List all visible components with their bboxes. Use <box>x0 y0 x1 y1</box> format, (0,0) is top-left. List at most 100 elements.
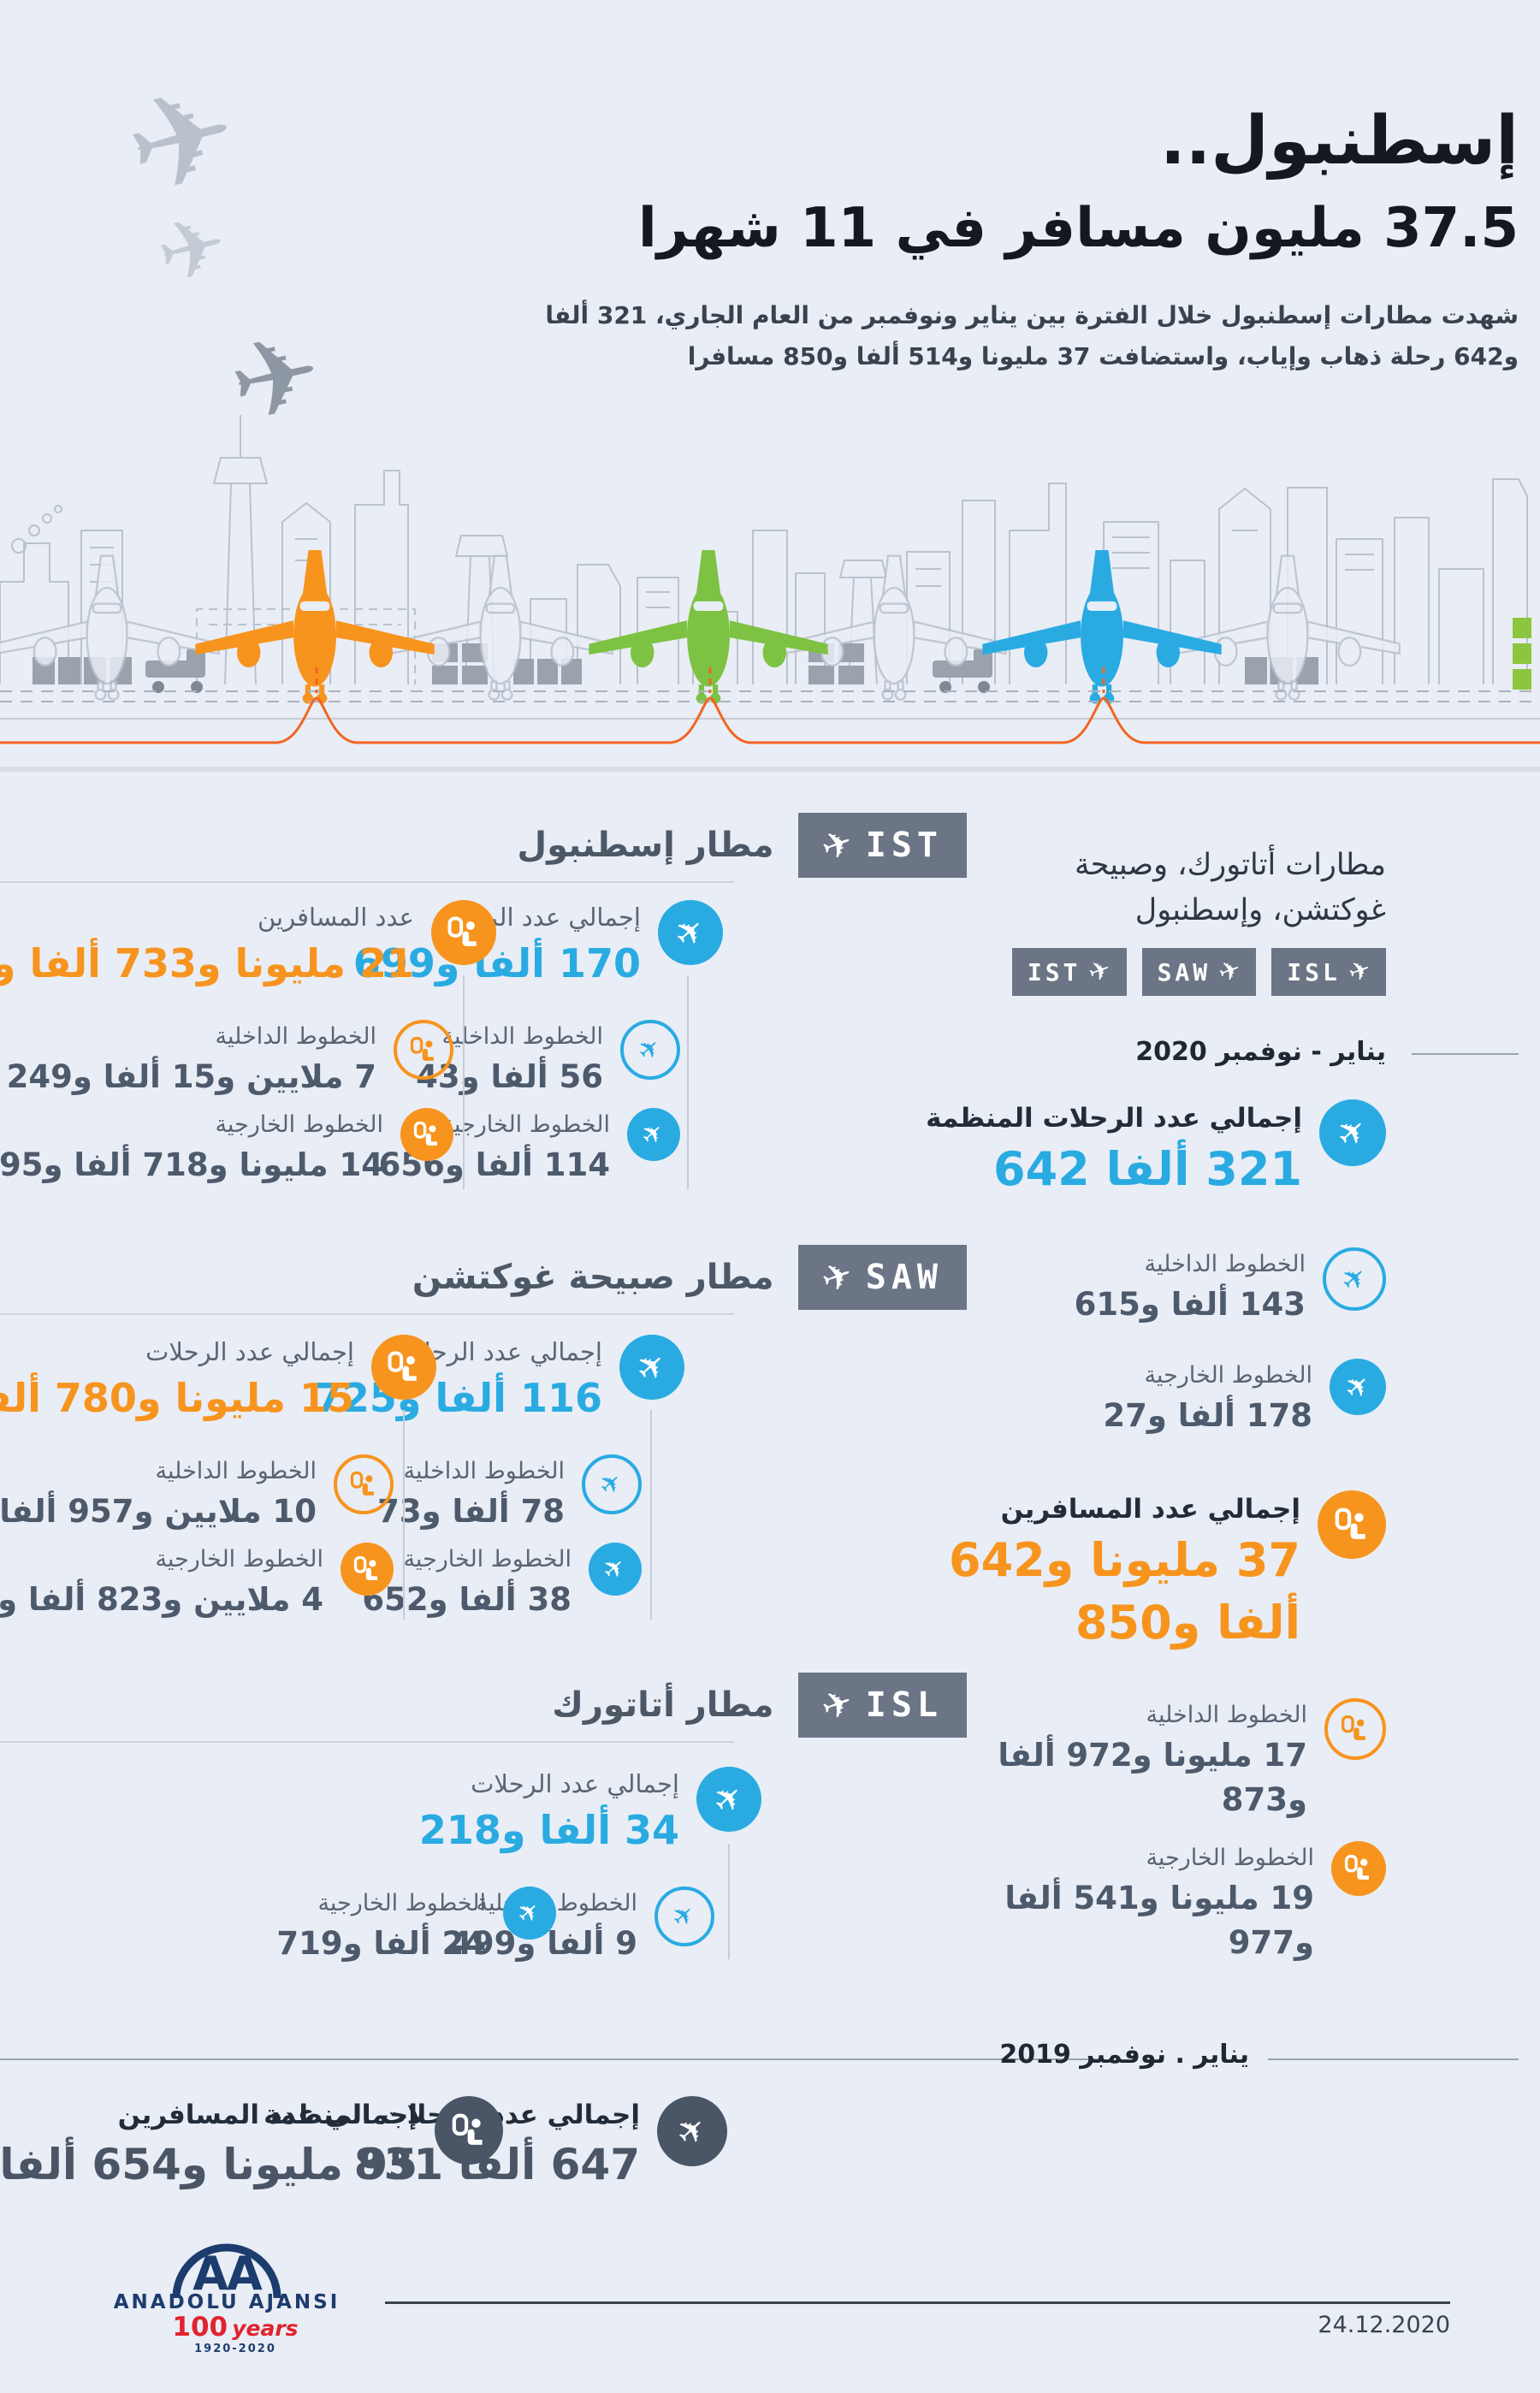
stat-value: 21 مليونا و733 ألفا و944 <box>0 939 414 986</box>
saw-flights-international: ✈ الخطوط الخارجية 38 ألفا و652 <box>362 1543 642 1619</box>
plane-circle-icon: ✈ <box>620 1020 680 1080</box>
passenger-circle-icon <box>1318 1490 1386 1559</box>
cargo-stack <box>1513 618 1531 690</box>
section-header-isl: ISL ✈ مطار أتاتورك <box>552 1673 967 1738</box>
airport-code: SAW <box>1157 957 1211 986</box>
section-header-ist: IST ✈ مطار إسطنبول <box>517 813 967 878</box>
ist-passengers-international: الخطوط الخارجية 14 مليونا و718 ألفا و695 <box>0 1108 453 1184</box>
stat-value: 78 ألفا و73 <box>377 1493 565 1531</box>
plane-icon: ✈ <box>596 1550 633 1588</box>
stat-label: عدد المسافرين <box>257 903 414 932</box>
plane-icon: ✈ <box>635 1116 672 1153</box>
isl-flights-international: ✈ الخطوط الخارجية 24 ألفا و719 <box>276 1887 556 1963</box>
stat-label: الخطوط الداخلية <box>155 1458 317 1484</box>
stat-value-line1: 17 مليونا و972 ألفا <box>998 1737 1307 1774</box>
stat-label: الخطوط الخارجية <box>215 1111 383 1138</box>
airport-code-badge-saw: SAW ✈ <box>797 1245 967 1310</box>
years-word: years <box>232 2316 299 2341</box>
stat-label: الخطوط الداخلية <box>476 1890 637 1916</box>
section-header-saw: SAW ✈ مطار صبيحة غوكتشن <box>412 1245 967 1310</box>
stat-label: الخطوط الداخلية <box>215 1023 376 1050</box>
centennial-logo: 100 years <box>128 2312 342 2343</box>
airport-code-badge-ist: IST ✈ <box>797 813 967 878</box>
aa-logo-arc <box>172 2243 281 2299</box>
summary-flights-international: ✈ الخطوط الخارجية 178 ألفا و27 <box>1103 1359 1386 1435</box>
airport-code-badge-isl: ISL ✈ <box>797 1673 967 1738</box>
airport-code: ISL <box>1287 957 1341 986</box>
stat-value: 321 ألفا 642 <box>993 1142 1302 1197</box>
connector-line <box>687 975 689 1189</box>
airport-code: ISL <box>865 1685 943 1725</box>
plane-circle-icon: ✈ <box>619 1335 684 1400</box>
stat-value-line2: و977 <box>1228 1924 1314 1962</box>
plane-icon: ✈ <box>1085 953 1116 990</box>
ist-passengers-total: عدد المسافرين 21 مليونا و733 ألفا و944 <box>0 900 496 986</box>
passenger-circle-icon <box>341 1543 394 1596</box>
airport-name: مطار إسطنبول <box>517 826 774 865</box>
period-line <box>1412 1053 1519 1055</box>
stat-value: 143 ألفا و615 <box>1074 1286 1306 1324</box>
airport-code-badge-ist-small: IST ✈ <box>1011 948 1127 996</box>
stat-value: 10 ملايين و957 ألفا و624 <box>0 1493 317 1531</box>
period-2019-label: يناير . نوفمبر 2019 <box>999 2040 1249 2070</box>
connector-line <box>650 1410 652 1620</box>
passenger-circle-icon <box>371 1335 436 1400</box>
passenger-circle-icon <box>435 2096 503 2165</box>
stat-label: الخطوط الخارجية <box>155 1546 323 1573</box>
airport-badges-row: IST ✈ SAW ✈ ISL ✈ <box>1011 948 1386 996</box>
flying-plane-icon: ✈ <box>147 196 237 305</box>
summary-passengers-total: إجمالي عدد المسافرين 37 مليونا و642 ألفا… <box>949 1490 1386 1651</box>
airport-code-badge-isl-small: ISL ✈ <box>1271 948 1386 996</box>
summary-flights-total: ✈ إجمالي عدد الرحلات المنظمة 321 ألفا 64… <box>926 1099 1386 1198</box>
plane-blue-isl <box>982 550 1221 704</box>
plane-icon: ✈ <box>511 1894 548 1932</box>
connector-line <box>728 1844 730 1959</box>
aa-logo-letters: AA <box>192 2247 263 2301</box>
subtitle-line1: شهدت مطارات إسطنبول خلال الفترة بين يناي… <box>545 301 1519 329</box>
summary-2019-passengers: إجمالي عدد المسافرين 95 مليونا و654 ألفا… <box>0 2096 503 2190</box>
connector-line <box>463 975 465 1189</box>
plane-icon: ✈ <box>631 1031 668 1069</box>
stat-label: الخطوط الداخلية <box>403 1458 565 1484</box>
ist-flights-international: ✈ الخطوط الخارجية 114 ألفا و656 <box>379 1108 680 1184</box>
stat-label: إجمالي عدد المسافرين <box>117 2100 418 2130</box>
section-divider <box>0 1313 734 1315</box>
summary-heading-line1: مطارات أتاتورك، وصبيحة <box>1074 848 1386 882</box>
stat-value: 38 ألفا و652 <box>362 1581 572 1619</box>
stat-value: 24 ألفا و719 <box>276 1925 486 1963</box>
passenger-circle-icon <box>334 1454 394 1514</box>
connector-line <box>403 1410 405 1620</box>
airport-code: IST <box>865 826 943 865</box>
years-number: 100 <box>172 2312 228 2343</box>
plane-icon: ✈ <box>1214 953 1246 990</box>
plane-circle-icon: ✈ <box>1323 1247 1386 1311</box>
plane-circle-icon: ✈ <box>582 1454 642 1514</box>
plane-circle-icon: ✈ <box>1330 1359 1386 1415</box>
plane-icon: ✈ <box>666 1898 702 1935</box>
saw-passengers-domestic: الخطوط الداخلية 10 ملايين و957 ألفا و624 <box>0 1454 394 1531</box>
centennial-years: 1920-2020 <box>194 2343 276 2355</box>
plane-icon: ✈ <box>1344 953 1376 990</box>
plane-icon: ✈ <box>1334 1258 1375 1300</box>
stat-value-line2: و873 <box>1221 1781 1307 1819</box>
plane-icon: ✈ <box>668 2106 716 2156</box>
page-title-line2: 37.5 مليون مسافر في 11 شهرا <box>637 197 1519 260</box>
stat-value: 178 ألفا و27 <box>1103 1397 1312 1435</box>
stat-value: 15 مليونا و780 ألفا و906 <box>0 1374 354 1421</box>
stat-label: الخطوط الخارجية <box>441 1111 610 1138</box>
publish-date: 24.12.2020 <box>1318 2312 1450 2338</box>
plane-circle-icon: ✈ <box>696 1767 761 1832</box>
flying-plane-icon: ✈ <box>111 56 252 227</box>
saw-passengers-international: الخطوط الخارجية 4 ملايين و823 ألفا و282 <box>0 1543 394 1619</box>
summary-passengers-international: الخطوط الخارجية 19 مليونا و541 ألفا و977 <box>1004 1841 1386 1963</box>
plane-icon: ✈ <box>1337 1365 1378 1408</box>
plane-icon: ✈ <box>815 820 858 870</box>
stat-label: الخطوط الخارجية <box>1144 1362 1312 1389</box>
stat-label: الخطوط الخارجية <box>403 1546 572 1573</box>
plane-icon: ✈ <box>628 1342 676 1392</box>
plane-icon: ✈ <box>815 1252 858 1302</box>
plane-circle-icon: ✈ <box>503 1887 556 1940</box>
airport-code-badge-saw-small: SAW ✈ <box>1141 948 1257 996</box>
stat-value-line2: ألفا و850 <box>1075 1596 1300 1650</box>
